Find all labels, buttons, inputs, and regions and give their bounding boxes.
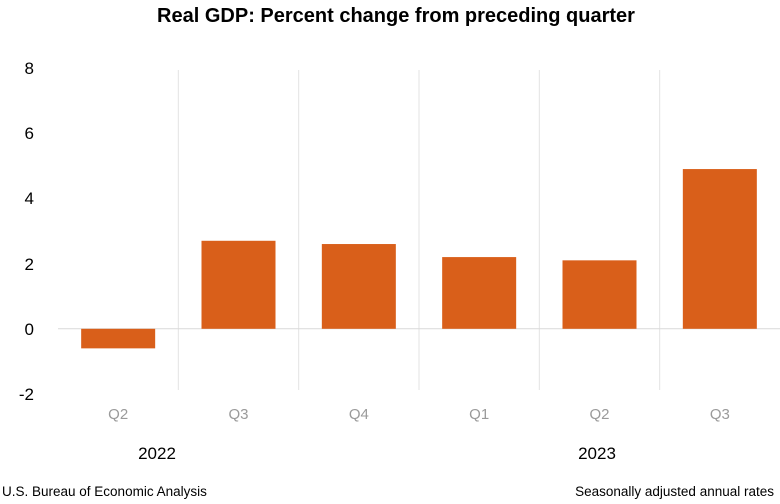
x-tick-label: Q3 <box>228 406 248 423</box>
bar-2022-q4 <box>321 244 396 329</box>
rates-note: Seasonally adjusted annual rates <box>575 484 774 499</box>
x-tick-label: Q4 <box>349 406 369 423</box>
y-tick-label: -2 <box>19 385 34 404</box>
year-group-label: 2023 <box>578 444 616 463</box>
x-tick-label: Q2 <box>108 406 128 423</box>
bar-2023-q3 <box>682 169 757 329</box>
chart-title: Real GDP: Percent change from preceding … <box>157 5 635 27</box>
bar-2022-q2 <box>81 328 156 349</box>
bar-2023-q1 <box>442 257 517 329</box>
y-tick-label: 6 <box>25 124 34 143</box>
source-note: U.S. Bureau of Economic Analysis <box>2 484 207 499</box>
bar-2022-q3 <box>201 240 276 329</box>
year-group-label: 2022 <box>138 444 176 463</box>
category-separators <box>177 70 661 390</box>
x-tick-label: Q2 <box>589 406 609 423</box>
bar-2023-q2 <box>562 260 637 329</box>
x-tick-label: Q1 <box>469 406 489 423</box>
y-tick-label: 4 <box>25 189 34 208</box>
y-tick-label: 2 <box>25 255 34 274</box>
y-tick-label: 0 <box>25 320 34 339</box>
y-tick-label: 8 <box>25 59 34 78</box>
x-tick-label: Q3 <box>710 406 730 423</box>
